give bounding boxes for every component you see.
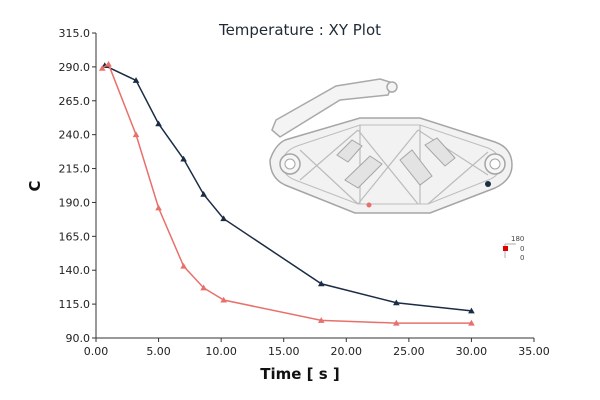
y-tick-label: 290.0 (59, 61, 91, 74)
data-point (317, 317, 325, 323)
scale-top-label: 180 (511, 235, 524, 243)
part-illustration (269, 78, 513, 214)
data-point (180, 262, 187, 269)
data-point (317, 280, 325, 287)
data-point (132, 131, 140, 138)
data-point (200, 284, 207, 291)
series-0 (101, 62, 475, 314)
y-tick-label: 215.0 (59, 163, 91, 176)
data-point (98, 64, 106, 71)
data-point (180, 155, 187, 162)
scale-bottom-label: 0 (520, 254, 524, 262)
y-axis-ticks: 90.0 115.0 140.0 165.0 190.0 215.0 240.0 265.0 2… (59, 27, 96, 345)
x-tick-label: 0.00 (84, 345, 109, 358)
data-point (132, 77, 140, 83)
data-point (155, 120, 162, 127)
part-pocket (344, 155, 383, 189)
part-pocket (399, 149, 433, 186)
axes (95, 33, 534, 339)
y-tick-label: 140.0 (59, 264, 91, 277)
series-layer (98, 60, 475, 326)
part-pocket (424, 137, 456, 167)
y-axis-label: C (26, 180, 44, 191)
part-arm-pin (386, 81, 398, 93)
data-point (200, 191, 207, 197)
scale-marker (503, 246, 508, 251)
y-tick-label: 165.0 (59, 230, 91, 243)
y-tick-label: 240.0 (59, 129, 91, 142)
data-point (105, 60, 112, 67)
data-point (393, 299, 400, 306)
data-point (220, 215, 227, 222)
data-point (393, 319, 400, 326)
y-tick-label: 265.0 (59, 95, 91, 108)
part-ribs (299, 125, 489, 205)
probe-point-red (366, 202, 372, 208)
data-point (155, 204, 162, 211)
data-point (468, 307, 475, 314)
x-tick-label: 35.00 (518, 345, 550, 358)
data-point (220, 296, 227, 303)
part-body (269, 117, 513, 214)
x-tick-label: 15.00 (268, 345, 300, 358)
y-tick-label: 90.0 (66, 332, 91, 345)
x-tick-label: 25.00 (393, 345, 425, 358)
scale-mid-label: 0 (520, 245, 524, 253)
probe-point-dark (485, 181, 491, 187)
x-axis-ticks: 0.00 5.00 10.00 15.00 20.00 25.00 30.00 35.00 (84, 338, 550, 358)
data-point (468, 319, 475, 326)
x-tick-label: 5.00 (146, 345, 171, 358)
x-tick-label: 20.00 (331, 345, 363, 358)
series-line (101, 63, 472, 324)
part-pocket (336, 139, 363, 163)
x-tick-label: 10.00 (205, 345, 237, 358)
series-1 (98, 60, 475, 326)
x-tick-label: 30.00 (456, 345, 488, 358)
scale-indicator: 180 0 0 (503, 235, 524, 262)
y-tick-label: 190.0 (59, 196, 91, 209)
y-tick-label: 115.0 (59, 298, 91, 311)
y-tick-label: 315.0 (59, 27, 91, 40)
x-axis-label: Time [ s ] (260, 365, 339, 383)
chart-title: Temperature : XY Plot (218, 21, 381, 39)
